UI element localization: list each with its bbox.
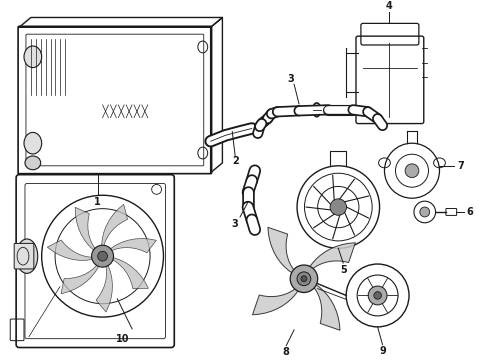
Polygon shape	[268, 227, 295, 274]
FancyBboxPatch shape	[14, 243, 34, 269]
Circle shape	[301, 276, 307, 282]
Polygon shape	[75, 207, 95, 250]
Text: 1: 1	[94, 197, 101, 207]
Circle shape	[290, 265, 318, 293]
Text: 3: 3	[232, 219, 239, 229]
Text: 8: 8	[283, 347, 290, 357]
Ellipse shape	[16, 239, 38, 273]
Ellipse shape	[24, 46, 42, 68]
Ellipse shape	[208, 136, 214, 146]
Circle shape	[92, 245, 114, 267]
Polygon shape	[61, 265, 98, 294]
Polygon shape	[252, 288, 299, 315]
Text: 9: 9	[379, 346, 386, 356]
Ellipse shape	[249, 124, 255, 133]
Polygon shape	[313, 284, 340, 330]
Circle shape	[368, 286, 387, 305]
Polygon shape	[96, 266, 112, 312]
Text: 3: 3	[288, 75, 294, 84]
Text: 7: 7	[458, 161, 465, 171]
Circle shape	[374, 292, 381, 299]
Text: 10: 10	[116, 334, 129, 344]
Circle shape	[98, 251, 107, 261]
Circle shape	[420, 207, 430, 217]
Text: 5: 5	[340, 265, 346, 275]
Circle shape	[330, 199, 346, 215]
Polygon shape	[47, 240, 92, 260]
Ellipse shape	[24, 132, 42, 154]
Text: 2: 2	[232, 156, 239, 166]
Polygon shape	[309, 243, 355, 270]
Text: 4: 4	[386, 1, 393, 11]
Text: 6: 6	[466, 207, 473, 217]
Circle shape	[297, 272, 311, 285]
Polygon shape	[111, 239, 156, 253]
Polygon shape	[113, 258, 148, 289]
Ellipse shape	[25, 156, 41, 170]
Polygon shape	[101, 204, 127, 245]
Circle shape	[405, 164, 419, 177]
Ellipse shape	[313, 103, 320, 117]
